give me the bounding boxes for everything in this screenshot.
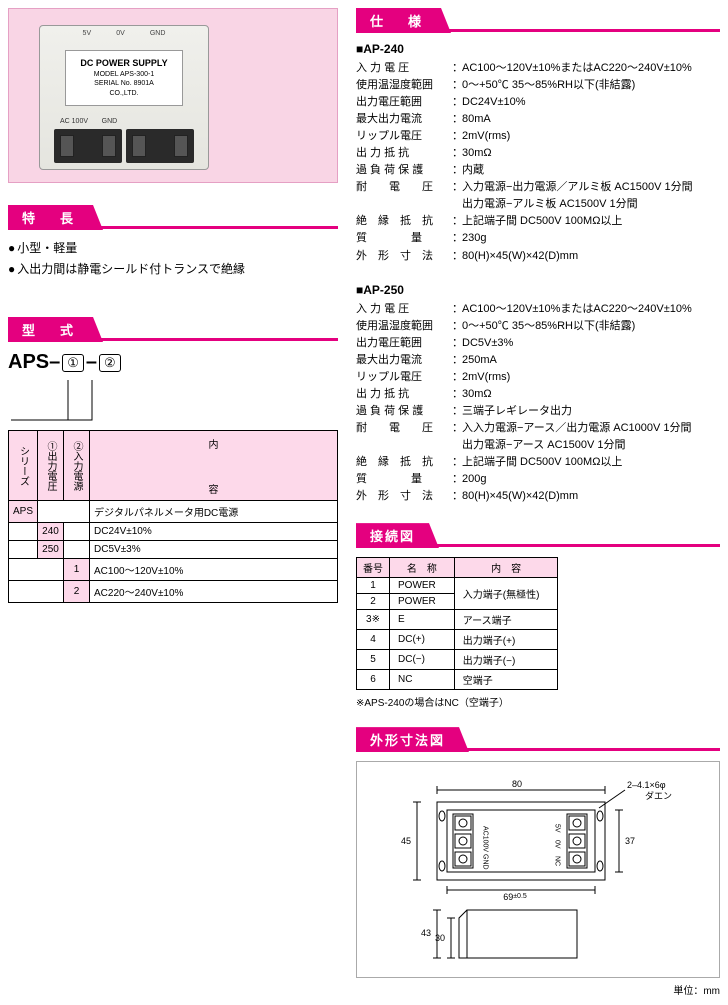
model-code: APS– ① – ② (8, 351, 338, 374)
spec-row: 耐 電 圧：入入力電源−アース／出力電源 AC1000V 1分間 (356, 420, 720, 437)
spec-row: 出力電圧範囲：DC5V±3% (356, 335, 720, 352)
dimensions-drawing: 80 2–4.1×6φ ダエン (356, 761, 720, 978)
spec-header: 仕 様 (356, 8, 720, 32)
cell-series: APS (9, 501, 38, 523)
device-top-label: 5V (83, 30, 92, 44)
device-top-label: 0V (116, 30, 125, 44)
th-output: ①出力電圧 (38, 431, 64, 501)
device-gnd: GND (102, 118, 118, 125)
spec-row: 出 力 抵 抗：30mΩ (356, 145, 720, 162)
spec-row: 耐 電 圧：入力電源−出力電源／アルミ板 AC1500V 1分間 (356, 179, 720, 196)
device-ac: AC 100V (60, 118, 88, 125)
svg-text:NC: NC (554, 856, 561, 866)
svg-text:30: 30 (435, 933, 445, 943)
device-title: DC POWER SUPPLY (68, 57, 180, 70)
spec-ap240: AP-240 入 力 電 圧：AC100〜120V±10%またはAC220〜24… (356, 42, 720, 265)
cell-1: 1 (64, 559, 90, 581)
feature-item: 入出力間は静電シールド付トランスで絶縁 (8, 260, 338, 277)
dimensions-header: 外形寸法図 (356, 727, 720, 751)
model-param-1: ① (62, 354, 84, 372)
svg-text:80: 80 (512, 779, 522, 789)
cell-240: 240 (38, 523, 64, 541)
spec-row: 最大出力電流：80mA (356, 111, 720, 128)
cell-250-desc: DC5V±3% (90, 541, 338, 559)
svg-text:0V: 0V (554, 840, 561, 849)
spec-row: 使用温湿度範囲：0〜+50℃ 35〜85%RH以下(非結露) (356, 77, 720, 94)
spec-ap250: AP-250 入 力 電 圧：AC100〜120V±10%またはAC220〜24… (356, 283, 720, 506)
th-name: 名 称 (390, 558, 455, 578)
spec-row: リップル電圧：2mV(rms) (356, 128, 720, 145)
spec-row: 出 力 抵 抗：30mΩ (356, 386, 720, 403)
th-content: 内 容 (90, 431, 338, 501)
th-input: ②入力電源 (64, 431, 90, 501)
device-top-label: GND (150, 30, 166, 44)
connection-header: 接続図 (356, 523, 720, 547)
svg-text:GND: GND (482, 854, 489, 870)
spec-row: 外 形 寸 法：80(H)×45(W)×42(D)mm (356, 248, 720, 265)
connection-table: 番号 名 称 内 容 1POWER入力端子(無極性) 2POWER 3※Eアース… (356, 557, 558, 690)
cell-series-desc: デジタルパネルメータ用DC電源 (90, 501, 338, 523)
spec-row: 質 量：200g (356, 471, 720, 488)
spec-row: 入 力 電 圧：AC100〜120V±10%またはAC220〜240V±10% (356, 301, 720, 318)
svg-text:45: 45 (401, 836, 411, 846)
spec-row: リップル電圧：2mV(rms) (356, 369, 720, 386)
spec-title-250: AP-250 (356, 283, 720, 297)
cell-2: 2 (64, 581, 90, 603)
spec-row: 過 負 荷 保 護：内蔵 (356, 162, 720, 179)
spec-row: 過 負 荷 保 護：三端子レギレータ出力 (356, 403, 720, 420)
spec-row: 絶 縁 抵 抗：上記端子間 DC500V 100MΩ以上 (356, 213, 720, 230)
dimensions-unit: 単位：mm (356, 982, 720, 997)
device-serial-label: SERIAL No. (94, 80, 131, 87)
svg-text:37: 37 (625, 836, 635, 846)
connection-note: ※APS-240の場合はNC（空端子） (356, 694, 720, 709)
spec-cont: 出力電源−アルミ板 AC1500V 1分間 (356, 196, 720, 213)
device-model: MODEL APS-300-1 (68, 70, 180, 80)
cell-2-desc: AC220〜240V±10% (90, 581, 338, 603)
model-table: シリーズ ①出力電圧 ②入力電源 内 容 APS デジタルパネルメータ用DC電源… (8, 430, 338, 603)
feature-item: 小型・軽量 (8, 239, 338, 256)
device-mock: 5V 0V GND DC POWER SUPPLY MODEL APS-300-… (39, 25, 209, 170)
spec-row: 外 形 寸 法：80(H)×45(W)×42(D)mm (356, 488, 720, 505)
spec-row: 質 量：230g (356, 230, 720, 247)
model-callout-lines (8, 380, 338, 426)
spec-row: 絶 縁 抵 抗：上記端子間 DC500V 100MΩ以上 (356, 454, 720, 471)
cell-240-desc: DC24V±10% (90, 523, 338, 541)
model-header: 型 式 (8, 317, 338, 341)
svg-text:ダエン: ダエン (645, 790, 672, 801)
cell-1-desc: AC100〜120V±10% (90, 559, 338, 581)
spec-row: 最大出力電流：250mA (356, 352, 720, 369)
th-content: 内 容 (454, 558, 558, 578)
spec-row: 使用温湿度範囲：0〜+50℃ 35〜85%RH以下(非結露) (356, 318, 720, 335)
model-dash: – (86, 351, 97, 374)
features-list: 小型・軽量 入出力間は静電シールド付トランスで絶縁 (8, 239, 338, 277)
spec-row: 出力電圧範囲：DC24V±10% (356, 94, 720, 111)
product-photo-panel: 5V 0V GND DC POWER SUPPLY MODEL APS-300-… (8, 8, 338, 183)
features-header: 特 長 (8, 205, 338, 229)
spec-title-240: AP-240 (356, 42, 720, 56)
svg-text:5V: 5V (554, 824, 561, 833)
model-prefix: APS– (8, 351, 60, 374)
svg-text:AC100V: AC100V (482, 826, 489, 852)
svg-text:2–4.1×6φ: 2–4.1×6φ (627, 780, 666, 790)
dimensions-svg: 80 2–4.1×6φ ダエン (367, 776, 687, 966)
device-maker: CO.,LTD. (68, 89, 180, 99)
th-no: 番号 (357, 558, 390, 578)
cell-250: 250 (38, 541, 64, 559)
th-series: シリーズ (9, 431, 38, 501)
svg-text:43: 43 (421, 928, 431, 938)
device-serial: 8901A (134, 80, 154, 87)
spec-cont: 出力電源−アース AC1500V 1分間 (356, 437, 720, 454)
model-param-2: ② (99, 354, 121, 372)
spec-row: 入 力 電 圧：AC100〜120V±10%またはAC220〜240V±10% (356, 60, 720, 77)
